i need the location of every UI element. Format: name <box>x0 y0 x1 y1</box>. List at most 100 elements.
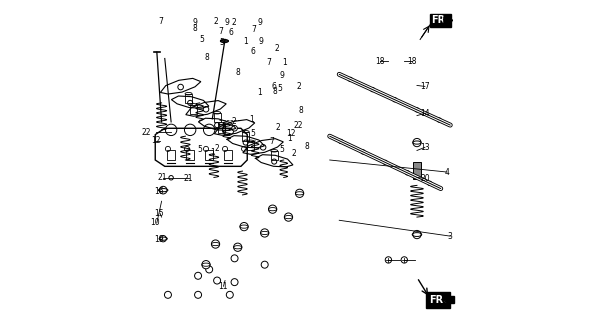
Circle shape <box>164 291 172 298</box>
Text: 9: 9 <box>259 37 263 46</box>
Text: 6: 6 <box>271 82 277 91</box>
Text: 2: 2 <box>213 17 218 26</box>
Circle shape <box>393 98 397 102</box>
Text: 18: 18 <box>408 57 417 66</box>
Circle shape <box>413 139 421 147</box>
Circle shape <box>215 123 220 128</box>
Circle shape <box>383 160 387 164</box>
Circle shape <box>231 255 238 262</box>
Text: 5: 5 <box>198 145 203 154</box>
Circle shape <box>169 176 173 180</box>
Text: 1: 1 <box>249 115 254 124</box>
Circle shape <box>361 150 365 154</box>
Text: 8: 8 <box>304 142 309 151</box>
Bar <box>187 150 194 160</box>
Text: 5: 5 <box>221 124 226 133</box>
Text: 9: 9 <box>257 18 262 27</box>
Circle shape <box>348 77 353 82</box>
Text: 5: 5 <box>200 35 204 44</box>
Circle shape <box>178 84 184 90</box>
Text: 21: 21 <box>183 174 193 183</box>
Text: 7: 7 <box>219 27 224 36</box>
Circle shape <box>160 236 166 242</box>
Text: 2: 2 <box>215 144 219 153</box>
Text: 2: 2 <box>274 44 279 53</box>
Circle shape <box>212 240 220 248</box>
Circle shape <box>405 171 409 175</box>
Circle shape <box>339 139 343 144</box>
Text: 14: 14 <box>420 109 430 118</box>
Text: 8: 8 <box>235 68 240 77</box>
Text: 4: 4 <box>445 168 449 177</box>
Circle shape <box>226 291 233 298</box>
Circle shape <box>213 277 221 284</box>
Bar <box>185 94 192 103</box>
Text: 8: 8 <box>298 106 303 115</box>
Text: 7: 7 <box>269 137 274 147</box>
Circle shape <box>231 279 238 286</box>
Text: 2: 2 <box>275 123 280 132</box>
Text: 1: 1 <box>283 58 287 67</box>
Text: 6: 6 <box>229 28 234 37</box>
Text: 2: 2 <box>232 19 236 28</box>
Text: 5: 5 <box>219 38 224 47</box>
Text: 3: 3 <box>448 232 453 241</box>
Circle shape <box>232 125 237 131</box>
Text: FR.: FR. <box>430 295 448 305</box>
Circle shape <box>234 243 242 252</box>
Circle shape <box>260 145 266 150</box>
Text: 7: 7 <box>252 25 257 35</box>
Bar <box>271 151 278 160</box>
Circle shape <box>203 107 209 112</box>
Circle shape <box>284 213 293 221</box>
Text: 1: 1 <box>287 134 292 143</box>
Circle shape <box>188 100 193 105</box>
Text: 7: 7 <box>266 58 271 67</box>
Circle shape <box>272 159 277 164</box>
Circle shape <box>296 189 304 197</box>
Text: 20: 20 <box>420 174 430 183</box>
Bar <box>190 105 197 114</box>
Circle shape <box>427 181 432 186</box>
Text: 9: 9 <box>192 18 197 27</box>
Circle shape <box>415 108 419 112</box>
Circle shape <box>202 260 210 269</box>
Text: 22: 22 <box>142 128 151 137</box>
Text: 12: 12 <box>286 130 296 139</box>
Bar <box>225 150 232 160</box>
Circle shape <box>243 140 248 145</box>
Text: 8: 8 <box>193 24 197 33</box>
Circle shape <box>370 87 375 92</box>
Bar <box>413 162 421 179</box>
Bar <box>218 124 225 133</box>
Text: 1: 1 <box>243 36 248 45</box>
Bar <box>449 296 454 303</box>
Text: FR.: FR. <box>432 15 449 25</box>
Text: 17: 17 <box>420 82 430 91</box>
Text: 1: 1 <box>257 88 262 97</box>
Text: 9: 9 <box>279 71 284 80</box>
Circle shape <box>269 205 277 213</box>
Text: 22: 22 <box>293 121 303 130</box>
Bar <box>206 150 213 160</box>
Text: 18: 18 <box>375 57 384 66</box>
Text: 2: 2 <box>232 117 236 126</box>
Bar <box>242 132 249 141</box>
Circle shape <box>413 230 421 239</box>
Circle shape <box>206 266 213 273</box>
Text: 2: 2 <box>292 148 297 157</box>
Text: 8: 8 <box>273 87 278 96</box>
Text: 10: 10 <box>150 218 160 227</box>
Text: 9: 9 <box>225 18 229 27</box>
Text: 2: 2 <box>297 82 302 91</box>
Circle shape <box>240 222 248 231</box>
Text: 16: 16 <box>154 187 164 196</box>
Text: 6: 6 <box>250 47 256 56</box>
Circle shape <box>194 272 201 279</box>
Text: 8: 8 <box>204 53 209 62</box>
Text: 5: 5 <box>250 130 256 139</box>
Bar <box>167 150 175 160</box>
Text: 21: 21 <box>158 173 167 182</box>
Circle shape <box>194 291 201 298</box>
Circle shape <box>261 261 268 268</box>
